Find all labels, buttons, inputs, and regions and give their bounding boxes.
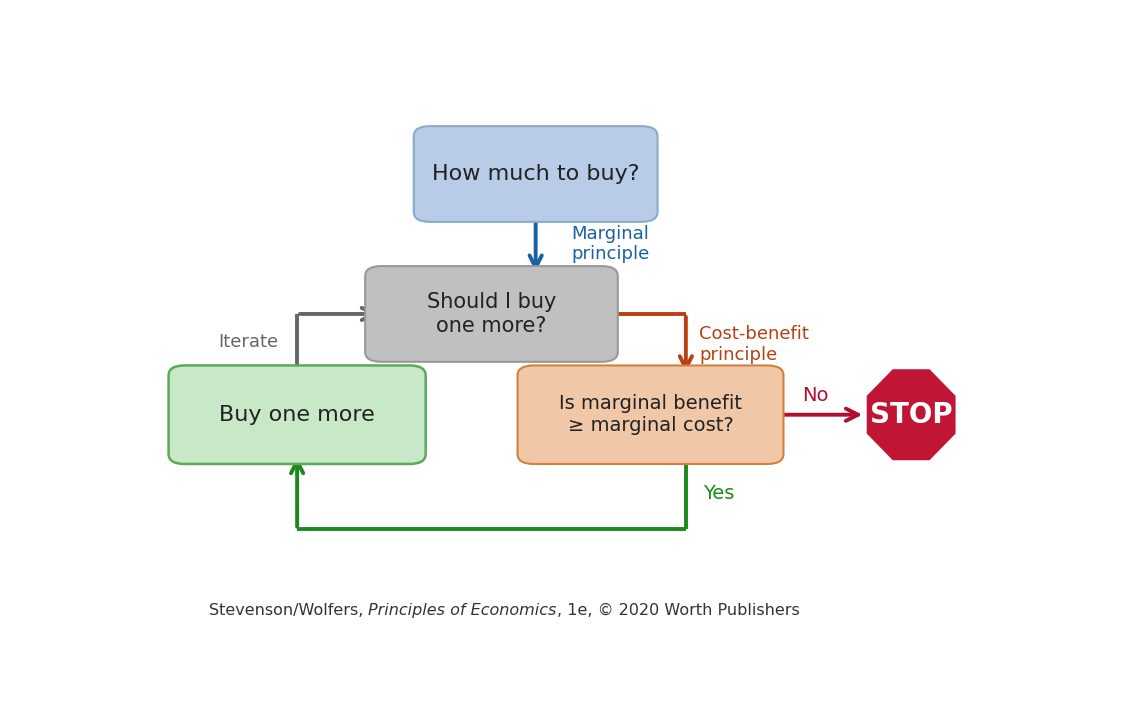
FancyBboxPatch shape [518, 366, 783, 464]
Text: , 1e, © 2020 Worth Publishers: , 1e, © 2020 Worth Publishers [556, 603, 799, 618]
FancyBboxPatch shape [414, 126, 658, 222]
Text: How much to buy?: How much to buy? [432, 164, 640, 184]
Text: STOP: STOP [870, 401, 952, 429]
Text: Is marginal benefit
≥ marginal cost?: Is marginal benefit ≥ marginal cost? [559, 394, 742, 435]
Text: Yes: Yes [703, 483, 735, 502]
Text: Principles of Economics: Principles of Economics [368, 603, 556, 618]
Text: No: No [803, 385, 829, 405]
FancyBboxPatch shape [365, 266, 618, 362]
Text: Cost-benefit
principle: Cost-benefit principle [699, 326, 809, 364]
Text: Should I buy
one more?: Should I buy one more? [426, 292, 556, 336]
Text: Buy one more: Buy one more [219, 405, 375, 425]
Text: Iterate: Iterate [219, 333, 278, 351]
Polygon shape [864, 367, 958, 462]
FancyBboxPatch shape [169, 366, 425, 464]
Text: Marginal
principle: Marginal principle [571, 225, 650, 263]
Text: Stevenson/Wolfers,: Stevenson/Wolfers, [209, 603, 368, 618]
